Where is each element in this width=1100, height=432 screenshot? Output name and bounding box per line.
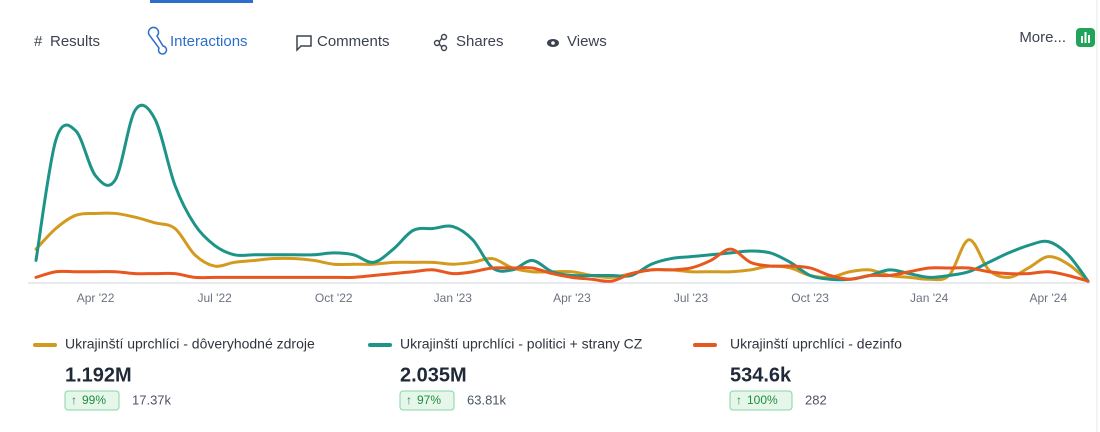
tab[interactable]: Interactions	[170, 33, 248, 50]
legend-total: 2.035M	[400, 364, 467, 386]
legend-change: 100%	[747, 393, 778, 407]
series-line	[34, 103, 1090, 283]
tab[interactable]: Comments	[317, 33, 390, 50]
results-icon: #	[34, 33, 43, 50]
legend-total: 1.192M	[65, 364, 132, 386]
views-icon	[547, 39, 559, 47]
up-arrow: ↑	[71, 393, 77, 407]
series-line	[34, 211, 1090, 283]
x-tick-label: Apr '22	[77, 291, 115, 305]
x-tick-label: Apr '24	[1029, 291, 1067, 305]
up-arrow: ↑	[736, 393, 742, 407]
legend-count: 17.37k	[132, 392, 172, 407]
x-tick-label: Apr '23	[553, 291, 591, 305]
legend-count: 63.81k	[467, 392, 507, 407]
active-tab-indicator	[150, 0, 253, 3]
change-badge	[399, 390, 455, 411]
x-tick-label: Jan '23	[434, 291, 473, 305]
tab[interactable]: Views	[567, 33, 607, 50]
legend-label: Ukrajinští uprchlíci - dôveryhodné zdroj…	[65, 336, 315, 352]
up-arrow: ↑	[406, 393, 412, 407]
legend-total: 534.6k	[730, 364, 792, 386]
interactions-icon	[147, 26, 168, 55]
change-badge	[729, 390, 793, 411]
x-tick-label: Oct '23	[791, 291, 829, 305]
chart-type-button[interactable]	[1076, 28, 1095, 47]
legend-change: 97%	[417, 393, 441, 407]
legend-change: 99%	[82, 393, 106, 407]
tab[interactable]: Results	[50, 33, 100, 50]
comments-icon	[296, 35, 312, 52]
shares-icon	[433, 33, 448, 52]
more-button[interactable]: More...	[1019, 29, 1066, 46]
series-line	[34, 247, 1090, 283]
x-tick-label: Jan '24	[910, 291, 949, 305]
x-tick-label: Jul '23	[674, 291, 709, 305]
tab[interactable]: Shares	[456, 33, 504, 50]
change-badge	[64, 390, 120, 411]
legend-label: Ukrajinští uprchlíci - dezinfo	[730, 336, 902, 352]
x-tick-label: Jul '22	[197, 291, 232, 305]
legend-count: 282	[805, 392, 827, 407]
x-tick-label: Oct '22	[315, 291, 353, 305]
legend-label: Ukrajinští uprchlíci - politici + strany…	[400, 336, 643, 352]
